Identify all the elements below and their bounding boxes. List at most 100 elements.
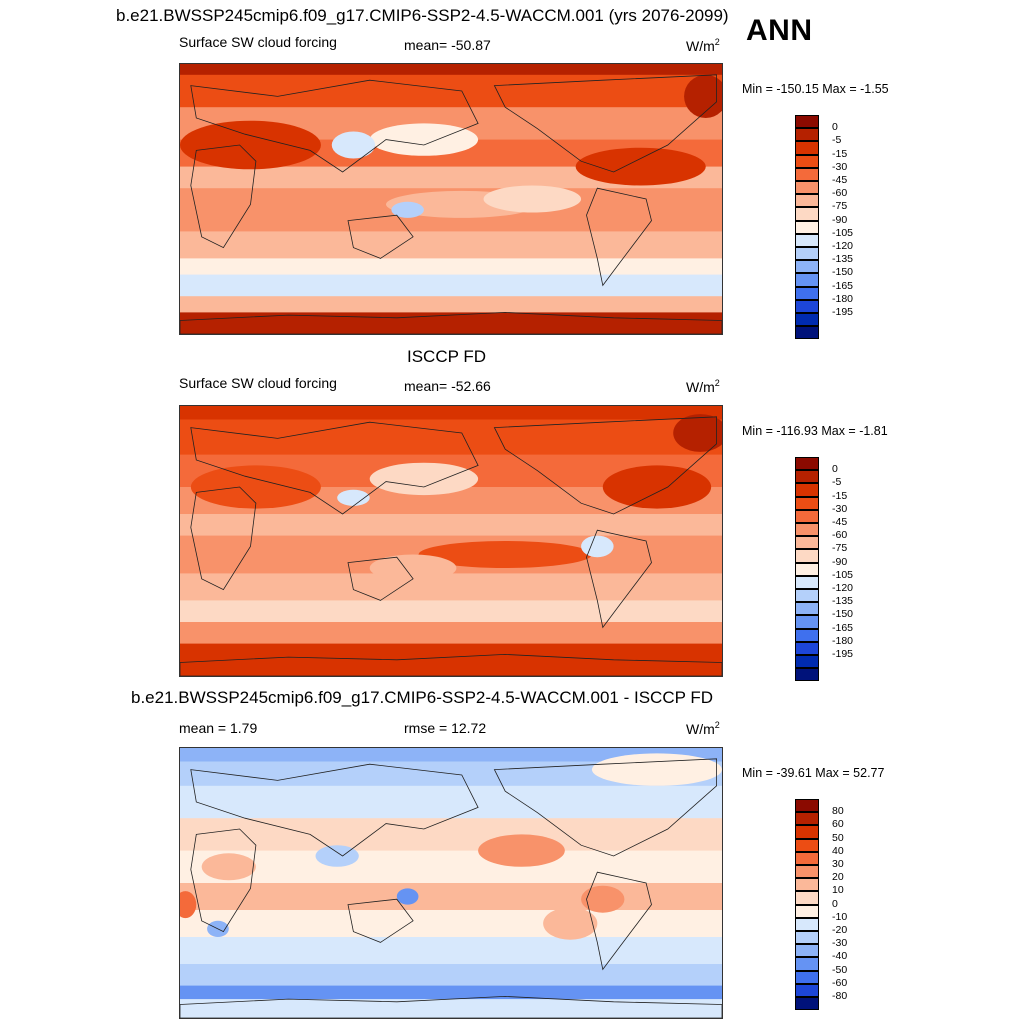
colorbar-tick-label: -5 xyxy=(832,134,842,147)
map-anomaly-region xyxy=(369,554,457,582)
map-zonal-band xyxy=(180,748,722,762)
coastline xyxy=(586,187,652,287)
map-zonal-band xyxy=(180,622,722,645)
map-zonal-band xyxy=(180,964,722,987)
colorbar-tick-label: 50 xyxy=(832,831,844,844)
map-anomaly-region xyxy=(396,888,419,905)
colorbar-tick-label: -90 xyxy=(832,555,848,568)
colorbar-tick-label: -135 xyxy=(832,595,854,608)
colorbar-tick-label: -30 xyxy=(832,160,848,173)
map-anomaly-region xyxy=(575,147,706,186)
map-anomaly-region xyxy=(391,201,424,218)
map-zonal-band xyxy=(180,999,722,1018)
colorbar-tick-label: -60 xyxy=(832,976,848,989)
map-zonal-band xyxy=(180,600,722,623)
map-anomaly-region xyxy=(478,834,565,867)
colorbar-tick-label: -180 xyxy=(832,634,854,647)
coastline xyxy=(190,144,257,249)
panel2-map xyxy=(179,405,723,677)
colorbar-tick-label: 10 xyxy=(832,884,844,897)
coastline xyxy=(190,828,257,933)
coastline xyxy=(347,214,414,259)
map-anomaly-region xyxy=(315,845,359,867)
colorbar-tick-label: -135 xyxy=(832,253,854,266)
panel3-units: W/m2 xyxy=(686,720,720,737)
map-zonal-band xyxy=(180,910,722,938)
colorbar-tick-label: 80 xyxy=(832,805,844,818)
map-field xyxy=(180,64,722,334)
colorbar-tick-label: 0 xyxy=(832,897,838,910)
map-zonal-band xyxy=(180,312,722,334)
map-zonal-band xyxy=(180,231,722,259)
map-zonal-band xyxy=(180,514,722,537)
map-anomaly-region xyxy=(602,465,712,509)
panel1-units: W/m2 xyxy=(686,37,720,54)
panel3-rmse: rmse = 12.72 xyxy=(404,720,487,736)
colorbar-tick-label: -150 xyxy=(832,608,854,621)
colorbar-tick-label: -120 xyxy=(832,240,854,252)
coastline xyxy=(190,763,479,857)
panel1-map xyxy=(179,63,723,335)
colorbar-tick-label: -10 xyxy=(832,910,848,923)
map-anomaly-region xyxy=(180,120,321,170)
panel3-title: b.e21.BWSSP245cmip6.f09_g17.CMIP6-SSP2-4… xyxy=(131,688,714,707)
colorbar-tick-label: -30 xyxy=(832,937,848,950)
colorbar-tick-label: -165 xyxy=(832,279,854,292)
coastline xyxy=(347,556,414,601)
map-zonal-band xyxy=(180,937,722,965)
map-zonal-band xyxy=(180,258,722,276)
map-anomaly-region xyxy=(581,885,625,913)
colorbar-tick-label: -90 xyxy=(832,213,848,226)
map-anomaly-region xyxy=(369,462,479,496)
map-field xyxy=(180,748,722,1018)
colorbar-tick-label: -5 xyxy=(832,476,842,489)
map-zonal-band xyxy=(180,883,722,911)
colorbar-tick-label: -150 xyxy=(832,266,854,279)
panel1-variable: Surface SW cloud forcing xyxy=(179,34,337,50)
colorbar-frame xyxy=(795,115,819,340)
panel2-mean: mean= -52.66 xyxy=(404,378,491,394)
panel2-minmax: Min = -116.93 Max = -1.81 xyxy=(742,424,888,438)
map-anomaly-region xyxy=(337,489,370,506)
panel3-map xyxy=(179,747,723,1019)
colorbar-tick-label: -60 xyxy=(832,529,848,542)
map-anomaly-region xyxy=(201,853,256,881)
colorbar-tick-label: -60 xyxy=(832,187,848,200)
colorbar-tick-label: 30 xyxy=(832,858,844,870)
map-zonal-band xyxy=(180,296,722,313)
map-zonal-band xyxy=(180,406,722,420)
panel1-minmax: Min = -150.15 Max = -1.55 xyxy=(742,82,889,96)
panel3-minmax: Min = -39.61 Max = 52.77 xyxy=(742,766,885,780)
colorbar-tick-label: -50 xyxy=(832,963,848,976)
coastline xyxy=(190,486,257,591)
colorbar-tick-label: -30 xyxy=(832,502,848,515)
colorbar-tick-label: -195 xyxy=(832,648,854,660)
colorbar-tick-label: -75 xyxy=(832,542,848,555)
colorbar-tick-label: -15 xyxy=(832,147,848,160)
map-zonal-band xyxy=(180,850,722,884)
map-zonal-band xyxy=(180,64,722,76)
map-anomaly-region xyxy=(581,535,614,558)
run-title: b.e21.BWSSP245cmip6.f09_g17.CMIP6-SSP2-4… xyxy=(116,6,729,25)
map-anomaly-region xyxy=(684,74,722,118)
coastline xyxy=(493,758,717,857)
coastline xyxy=(190,421,479,515)
map-zonal-band xyxy=(180,419,722,456)
map-anomaly-region xyxy=(483,185,582,213)
colorbar-frame xyxy=(795,457,819,682)
map-zonal-band xyxy=(180,573,722,601)
map-zonal-band xyxy=(180,818,722,852)
coastline xyxy=(347,898,414,943)
colorbar-tick-label: -120 xyxy=(832,582,854,594)
colorbar-tick-label: -105 xyxy=(832,226,854,239)
map-zonal-band xyxy=(180,274,722,297)
map-zonal-band xyxy=(180,643,722,676)
colorbar-tick-label: -80 xyxy=(832,990,848,1002)
colorbar-tick-label: -40 xyxy=(832,950,848,963)
colorbar-tick-label: -15 xyxy=(832,489,848,502)
map-anomaly-region xyxy=(180,891,197,919)
coastline xyxy=(493,416,717,515)
panel2-units: W/m2 xyxy=(686,378,720,395)
map-anomaly-region xyxy=(418,541,592,568)
colorbar-tick-label: 40 xyxy=(832,844,844,857)
